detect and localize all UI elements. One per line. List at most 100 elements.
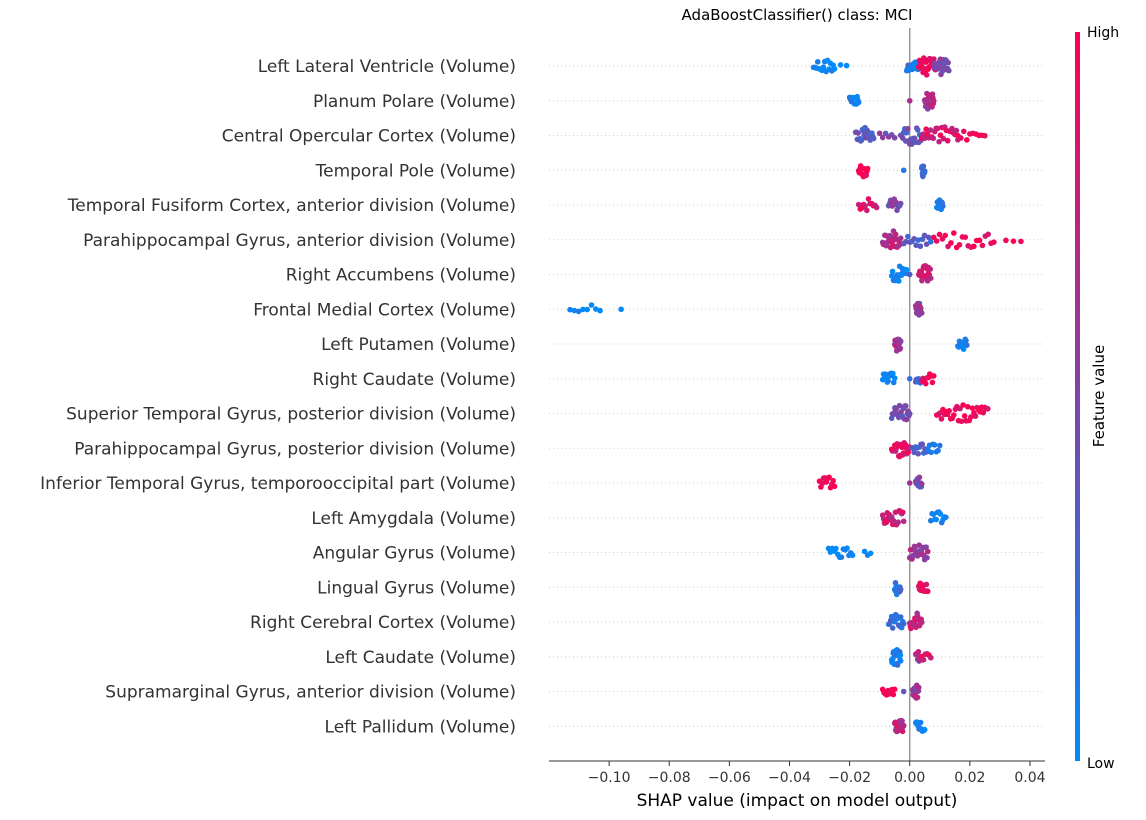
shap-point <box>961 413 968 419</box>
shap-point <box>849 552 856 559</box>
shap-point <box>917 243 924 250</box>
feature-label: Temporal Pole (Volume) <box>315 161 516 181</box>
shap-point <box>906 97 913 104</box>
shap-point <box>918 305 924 312</box>
shap-point <box>980 409 987 416</box>
shap-point <box>933 238 940 244</box>
shap-point <box>960 346 967 352</box>
shap-point <box>575 308 582 315</box>
shap-point <box>873 204 880 211</box>
shap-point <box>897 235 904 241</box>
feature-label: Left Lateral Ventricle (Volume) <box>258 57 516 77</box>
shap-point <box>930 60 937 67</box>
shap-point <box>862 203 868 209</box>
shap-point <box>923 581 930 588</box>
shap-point <box>915 450 921 457</box>
shap-point <box>597 307 603 314</box>
shap-point <box>906 410 913 417</box>
shap-point <box>838 554 845 560</box>
shap-point <box>985 231 991 238</box>
shap-point <box>897 658 904 664</box>
shap-point <box>921 232 928 239</box>
shap-point <box>930 135 937 142</box>
shap-point <box>985 406 991 412</box>
shap-point <box>865 196 872 202</box>
shap-point <box>843 62 850 69</box>
shap-point <box>903 403 909 409</box>
shap-point <box>900 722 907 729</box>
shap-point <box>900 167 907 174</box>
shap-point <box>924 554 930 561</box>
shap-point <box>833 545 839 552</box>
shap-point <box>920 131 926 137</box>
shap-point <box>943 514 949 521</box>
row-gridlines <box>549 65 1045 727</box>
shap-point <box>885 378 892 384</box>
shap-point <box>944 137 951 144</box>
feature-label: Left Putamen (Volume) <box>321 335 516 355</box>
x-tick-label: −0.10 <box>588 770 631 786</box>
shap-point <box>933 516 940 523</box>
shap-point <box>593 306 599 312</box>
shap-point <box>927 239 934 245</box>
shap-point <box>844 545 850 551</box>
shap-point <box>891 686 898 693</box>
shap-point <box>897 652 904 659</box>
shap-point <box>916 474 923 481</box>
shap-point <box>892 231 899 238</box>
shap-point <box>964 403 971 410</box>
shap-point <box>961 128 967 135</box>
shap-point <box>976 237 983 244</box>
shap-point <box>934 125 941 132</box>
shap-point <box>900 509 906 516</box>
shap-point <box>879 134 886 141</box>
shap-point <box>897 614 904 620</box>
shap-point <box>580 306 586 313</box>
feature-label: Left Pallidum (Volume) <box>325 717 516 737</box>
shap-point <box>925 234 932 241</box>
shap-point <box>895 519 902 526</box>
shap-point <box>855 130 861 136</box>
shap-point <box>918 481 925 487</box>
shap-point <box>890 691 897 698</box>
shap-point <box>946 67 952 74</box>
shap-point <box>958 135 964 141</box>
shap-point <box>936 231 943 238</box>
shap-point <box>899 728 906 735</box>
shap-point <box>900 688 907 695</box>
shap-point <box>915 237 922 243</box>
shap-point <box>931 442 938 448</box>
shap-point <box>1003 237 1009 244</box>
shap-point <box>905 233 911 240</box>
shap-point <box>923 126 929 132</box>
shap-point <box>896 402 903 409</box>
shap-point <box>890 379 897 386</box>
shap-point <box>920 163 927 170</box>
shap-point <box>890 370 896 377</box>
shap-point <box>937 511 944 517</box>
shap-point <box>915 648 922 655</box>
shap-point <box>899 718 905 724</box>
shap-point <box>956 241 963 248</box>
shap-point <box>923 544 929 550</box>
shap-point <box>618 306 624 313</box>
feature-label: Right Accumbens (Volume) <box>286 266 516 286</box>
shap-point <box>936 138 942 145</box>
shap-point <box>962 234 969 240</box>
shap-point <box>906 375 913 382</box>
shap-point <box>917 719 924 726</box>
shap-point <box>931 56 937 62</box>
feature-label: Left Amygdala (Volume) <box>311 509 516 529</box>
shap-point <box>930 373 937 379</box>
x-tick-label: −0.02 <box>828 770 871 786</box>
shap-point <box>831 66 838 72</box>
chart-title: AdaBoostClassifier() class: MCI <box>682 6 913 24</box>
shap-point <box>919 277 925 284</box>
shap-point <box>914 694 921 701</box>
x-axis-label: SHAP value (impact on model output) <box>637 791 958 811</box>
points-layer <box>567 55 1024 735</box>
shap-point <box>963 337 969 344</box>
colorbar-low-label: Low <box>1087 756 1115 772</box>
shap-point <box>972 413 979 419</box>
